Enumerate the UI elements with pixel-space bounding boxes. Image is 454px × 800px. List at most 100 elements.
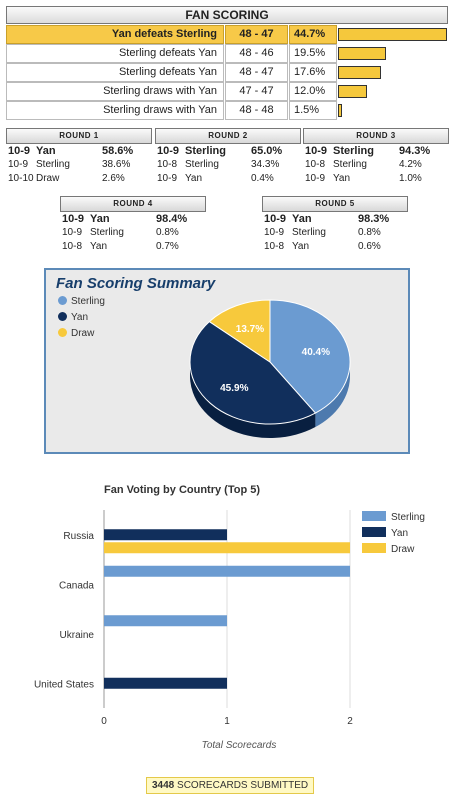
round-score: 10-8 [264, 241, 285, 252]
round-row: 10-9 Sterling 38.6% [6, 158, 152, 172]
round-fighter: Yan [292, 241, 310, 252]
round-box: ROUND 1 10-9 Yan 58.6% 10-9 Sterling 38.6% 10-1… [6, 128, 152, 186]
bar-legend-label: Yan [391, 528, 409, 539]
round-score: 10-9 [305, 173, 326, 184]
round-score: 10-9 [157, 145, 180, 157]
round-row: 10-9 Yan 0.4% [155, 172, 301, 186]
round-fighter: Sterling [185, 159, 219, 170]
legend-swatch-icon [362, 543, 386, 553]
pie-slice-sterling [269, 299, 351, 414]
percentage-label: 12.0% [289, 82, 337, 101]
fan-scoring-row: Sterling defeats Yan 48 - 47 17.6% [6, 63, 448, 82]
pie-value-label: 40.4% [302, 347, 330, 358]
round-row: 10-9 Sterling 65.0% [155, 144, 301, 158]
fan-scoring-title: FAN SCORING [6, 6, 448, 24]
bar-sterling [104, 565, 350, 577]
legend-dot-icon [58, 296, 67, 305]
pie-value-label: 45.9% [220, 383, 248, 394]
bar-legend-item: Yan [362, 527, 408, 539]
scorecard-count: 3448 [152, 780, 175, 791]
round-percentage: 0.8% [156, 227, 179, 238]
bar-chart-title: Fan Voting by Country (Top 5) [103, 484, 261, 496]
round-row: 10-10 Draw 2.6% [6, 172, 152, 186]
round-row: 10-9 Sterling 0.8% [60, 226, 206, 240]
round-fighter: Sterling [185, 145, 226, 157]
scorecards-submitted-badge: 3448 SCORECARDS SUBMITTED [146, 777, 315, 794]
percentage-bar [338, 85, 367, 98]
legend-swatch-icon [362, 527, 386, 537]
percentage-label: 44.7% [289, 25, 337, 44]
scorecard-label: SCORECARDS SUBMITTED [177, 780, 309, 791]
bar-legend-item: Sterling [362, 511, 425, 523]
round-title: ROUND 1 [6, 128, 152, 144]
round-percentage: 0.6% [358, 241, 381, 252]
pie-value-label: 13.7% [236, 324, 264, 335]
round-score: 10-9 [264, 213, 287, 225]
round-row: 10-8 Yan 0.6% [262, 240, 408, 254]
bar-draw [104, 542, 350, 554]
round-percentage: 2.6% [102, 173, 125, 184]
pie-slice-side [315, 362, 350, 428]
round-score: 10-9 [305, 145, 328, 157]
bar-yan [104, 529, 227, 541]
pie-legend-item: Yan [58, 312, 88, 324]
round-fighter: Yan [185, 173, 203, 184]
pie-slice-yan [189, 320, 317, 425]
round-score: 10-9 [8, 159, 29, 170]
legend-dot-icon [58, 328, 67, 337]
round-percentage: 38.6% [102, 159, 131, 170]
round-score: 10-8 [62, 241, 83, 252]
bar-legend-label: Draw [391, 544, 415, 555]
round-score: 10-9 [264, 227, 285, 238]
round-title: ROUND 4 [60, 196, 206, 212]
round-fighter: Sterling [90, 227, 124, 238]
pie-legend-item: Sterling [58, 296, 105, 308]
percentage-bar-track [338, 44, 448, 63]
bar-legend-item: Draw [362, 543, 414, 555]
round-box: ROUND 2 10-9 Sterling 65.0% 10-8 Sterling 34.3… [155, 128, 301, 186]
round-fighter: Yan [292, 213, 312, 225]
round-percentage: 0.8% [358, 227, 381, 238]
fan-scoring-summary-panel: Fan Scoring Summary Sterling Yan Draw 40.4… [44, 268, 410, 454]
round-percentage: 65.0% [251, 145, 283, 157]
bar-chart: 0 1 2 Russia Canada Ukraine United States Total… [34, 510, 353, 751]
round-row: 10-9 Sterling 94.3% [303, 144, 449, 158]
fan-scoring-row: Sterling draws with Yan 47 - 47 12.0% [6, 82, 448, 101]
round-fighter: Yan [90, 241, 108, 252]
bar-legend-label: Sterling [391, 512, 425, 523]
outcome-label: Sterling draws with Yan [6, 82, 224, 101]
round-box: ROUND 4 10-9 Yan 98.4% 10-9 Sterling 0.8% 10-8 Y… [60, 196, 206, 254]
round-fighter: Sterling [333, 145, 374, 157]
round-score: 10-9 [62, 213, 85, 225]
round-percentage: 98.4% [156, 213, 188, 225]
percentage-label: 17.6% [289, 63, 337, 82]
x-axis-label: Total Scorecards [202, 740, 277, 751]
round-row: 10-9 Sterling 0.8% [262, 226, 408, 240]
round-percentage: 1.0% [399, 173, 422, 184]
round-percentage: 94.3% [399, 145, 431, 157]
round-score: 10-8 [157, 159, 178, 170]
round-score: 10-8 [305, 159, 326, 170]
percentage-bar-track [338, 101, 448, 120]
round-percentage: 0.4% [251, 173, 274, 184]
round-percentage: 34.3% [251, 159, 280, 170]
round-row: 10-8 Sterling 34.3% [155, 158, 301, 172]
y-category-label: Ukraine [60, 630, 95, 641]
round-percentage: 0.7% [156, 241, 179, 252]
round-percentage: 58.6% [102, 145, 134, 157]
round-row: 10-9 Yan 58.6% [6, 144, 152, 158]
score-label: 47 - 47 [225, 82, 288, 101]
percentage-bar [338, 47, 386, 60]
round-fighter: Yan [90, 213, 110, 225]
round-percentage: 98.3% [358, 213, 390, 225]
round-score: 10-9 [62, 227, 83, 238]
round-score: 10-9 [8, 145, 31, 157]
round-title: ROUND 5 [262, 196, 408, 212]
round-row: 10-8 Sterling 4.2% [303, 158, 449, 172]
percentage-label: 1.5% [289, 101, 337, 120]
pie-legend-label: Sterling [71, 296, 105, 307]
percentage-bar [338, 104, 342, 117]
pie-chart: 40.4% 45.9% 13.7% [189, 299, 351, 438]
y-category-label: Canada [59, 580, 94, 591]
round-fighter: Sterling [333, 159, 367, 170]
